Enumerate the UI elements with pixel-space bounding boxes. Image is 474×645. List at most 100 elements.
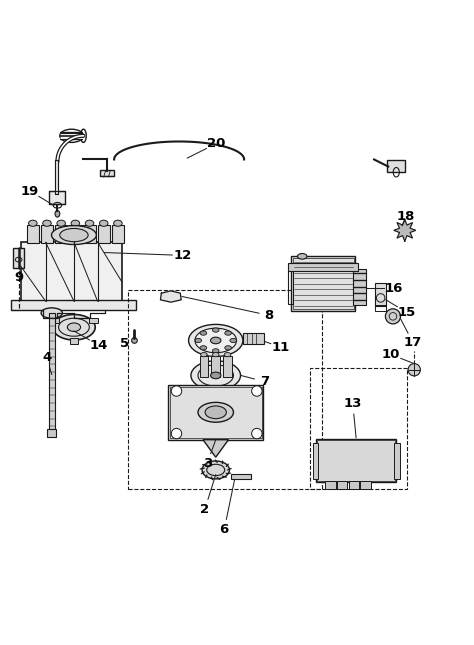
Bar: [98, 225, 110, 243]
Bar: [292, 256, 355, 311]
Ellipse shape: [85, 220, 94, 226]
Text: 6: 6: [219, 523, 229, 536]
Ellipse shape: [41, 308, 63, 318]
Ellipse shape: [225, 331, 231, 335]
Text: 2: 2: [201, 502, 210, 516]
Ellipse shape: [71, 220, 80, 226]
Circle shape: [171, 428, 182, 439]
Ellipse shape: [28, 220, 37, 226]
Bar: [317, 439, 396, 482]
Bar: [20, 242, 122, 301]
Ellipse shape: [200, 346, 207, 350]
Text: 5: 5: [120, 337, 129, 350]
Ellipse shape: [230, 339, 237, 342]
Ellipse shape: [212, 349, 219, 353]
Ellipse shape: [224, 353, 231, 357]
Bar: [83, 225, 96, 243]
Ellipse shape: [60, 228, 88, 242]
Text: 8: 8: [264, 309, 274, 322]
Bar: [55, 225, 67, 243]
Bar: [50, 317, 59, 323]
Bar: [313, 442, 318, 479]
Text: 7: 7: [260, 375, 269, 388]
Polygon shape: [160, 291, 181, 302]
Circle shape: [401, 226, 409, 235]
Bar: [49, 191, 65, 204]
Bar: [360, 481, 371, 489]
Text: 15: 15: [397, 306, 415, 319]
Bar: [349, 481, 359, 489]
Bar: [69, 225, 82, 243]
Text: 16: 16: [385, 282, 403, 295]
Bar: [70, 338, 78, 344]
Bar: [168, 385, 263, 440]
Text: 20: 20: [207, 137, 225, 150]
Circle shape: [408, 364, 420, 376]
Bar: [387, 160, 405, 172]
Ellipse shape: [210, 337, 221, 344]
Circle shape: [385, 309, 401, 324]
Bar: [128, 290, 322, 489]
Bar: [318, 440, 395, 481]
Ellipse shape: [201, 353, 207, 357]
Ellipse shape: [195, 339, 201, 342]
Ellipse shape: [52, 226, 96, 244]
Polygon shape: [203, 440, 228, 457]
Bar: [27, 225, 39, 243]
Ellipse shape: [198, 402, 234, 422]
Ellipse shape: [210, 372, 221, 379]
Bar: [375, 305, 386, 311]
Text: 4: 4: [42, 352, 52, 364]
Text: 3: 3: [202, 457, 212, 470]
Text: 17: 17: [404, 336, 422, 349]
Text: 14: 14: [89, 339, 108, 352]
Bar: [231, 474, 251, 479]
Bar: [89, 317, 98, 323]
Bar: [49, 313, 55, 432]
Text: 13: 13: [344, 397, 362, 410]
Ellipse shape: [202, 461, 229, 479]
Circle shape: [252, 386, 262, 396]
Text: 19: 19: [21, 184, 39, 197]
Ellipse shape: [191, 361, 240, 390]
Text: 11: 11: [271, 341, 290, 353]
Ellipse shape: [212, 353, 219, 357]
Ellipse shape: [200, 331, 207, 335]
Bar: [394, 442, 400, 479]
Polygon shape: [394, 219, 416, 241]
Bar: [375, 283, 386, 306]
Ellipse shape: [189, 324, 243, 357]
Bar: [100, 170, 114, 176]
Bar: [288, 263, 358, 272]
Ellipse shape: [57, 220, 65, 226]
Ellipse shape: [55, 210, 60, 217]
Bar: [211, 355, 220, 377]
Bar: [112, 225, 124, 243]
Text: 10: 10: [382, 348, 400, 361]
Circle shape: [132, 337, 137, 343]
Ellipse shape: [195, 328, 237, 353]
Bar: [47, 430, 56, 437]
Ellipse shape: [67, 323, 81, 332]
Bar: [293, 258, 354, 309]
Bar: [337, 481, 347, 489]
Bar: [288, 270, 293, 304]
Ellipse shape: [100, 220, 108, 226]
Bar: [243, 333, 264, 344]
Bar: [310, 368, 407, 489]
Ellipse shape: [298, 253, 307, 259]
Ellipse shape: [225, 346, 231, 350]
Text: 18: 18: [397, 210, 415, 223]
Bar: [11, 301, 137, 310]
Bar: [170, 387, 262, 439]
Text: 9: 9: [14, 271, 23, 284]
Ellipse shape: [43, 220, 51, 226]
Circle shape: [171, 386, 182, 396]
Text: 12: 12: [173, 249, 192, 262]
Ellipse shape: [114, 220, 122, 226]
Bar: [200, 355, 208, 377]
Ellipse shape: [212, 328, 219, 332]
Ellipse shape: [205, 406, 227, 419]
Bar: [41, 225, 53, 243]
Bar: [223, 355, 232, 377]
